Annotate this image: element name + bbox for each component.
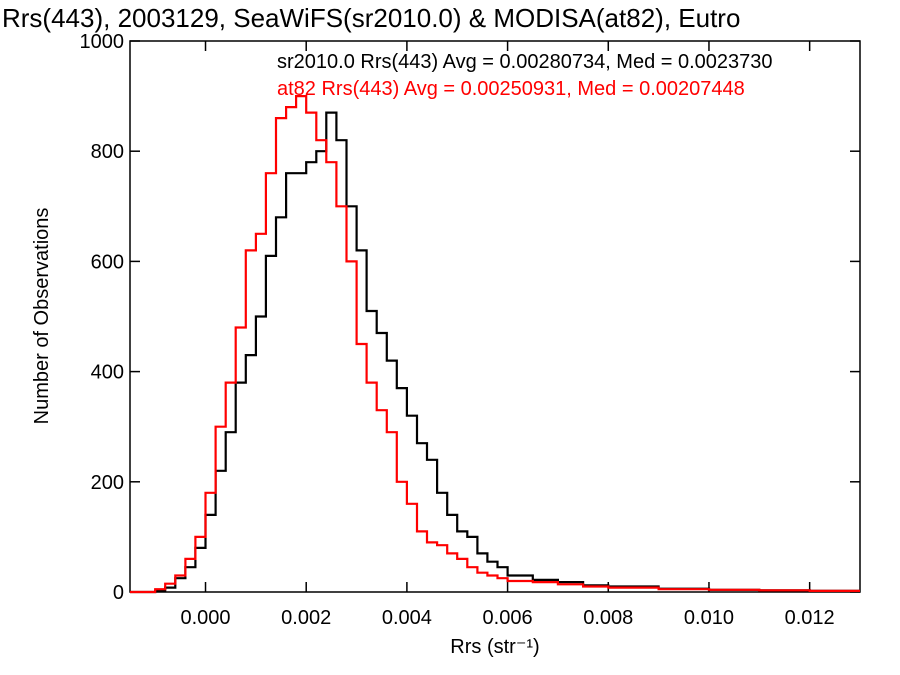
y-tick-label: 1000: [80, 31, 125, 53]
x-tick-label: 0.012: [785, 607, 835, 629]
chart-title: Rrs(443), 2003129, SeaWiFS(sr2010.0) & M…: [2, 3, 740, 33]
x-tick-label: 0.006: [483, 607, 533, 629]
y-tick-label: 0: [113, 582, 124, 604]
plot-frame: [129, 40, 861, 593]
y-tick-label: 800: [91, 141, 124, 163]
x-tick-label: 0.008: [583, 607, 633, 629]
y-tick-label: 600: [91, 251, 124, 273]
x-tick-label: 0.010: [684, 607, 734, 629]
x-tick-label: 0.000: [180, 607, 230, 629]
x-tick-label: 0.002: [281, 607, 331, 629]
x-axis-label: Rrs (str⁻¹): [450, 636, 539, 658]
y-tick-label: 400: [91, 362, 124, 384]
axis-ticks: 0.000 0.002 0.004 0.006 0.008 0.010 0.012 0 200 4…: [80, 31, 860, 629]
series-2-histogram-line: [130, 95, 860, 594]
legend-entry-series-1: sr2010.0 Rrs(443) Avg = 0.00280734, Med …: [277, 51, 773, 73]
y-axis-label: Number of Observations: [31, 208, 53, 425]
series-layer: [130, 95, 860, 594]
legend-entry-series-2: at82 Rrs(443) Avg = 0.00250931, Med = 0.…: [277, 78, 745, 100]
y-tick-label: 200: [91, 472, 124, 494]
x-tick-label: 0.004: [382, 607, 432, 629]
